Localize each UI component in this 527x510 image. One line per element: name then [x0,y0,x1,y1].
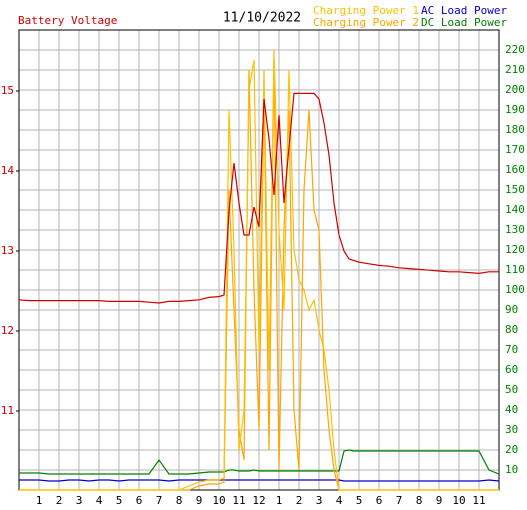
x-tick-label: 12 [252,494,265,507]
y2-tick-label: 160 [505,163,525,176]
y2-tick-label: 170 [505,143,525,156]
y2-tick-label: 110 [505,263,525,276]
y2-tick-label: 190 [505,103,525,116]
y2-tick-label: 90 [505,303,518,316]
y2-tick-label: 50 [505,383,518,396]
x-tick-label: 3 [316,494,323,507]
legend-label: AC Load Power [421,4,507,17]
x-tick-label: 4 [336,494,343,507]
x-tick-label: 2 [56,494,63,507]
x-tick-label: 8 [416,494,423,507]
x-tick-label: 5 [356,494,363,507]
x-tick-label: 10 [452,494,465,507]
x-tick-label: 3 [76,494,83,507]
series-line [19,479,500,482]
x-tick-label: 8 [176,494,183,507]
x-tick-label: 7 [396,494,403,507]
y2-tick-label: 70 [505,343,518,356]
legend-label: Charging Power 1 [313,4,419,17]
series-line [18,92,499,304]
y2-tick-label: 130 [505,223,525,236]
x-tick-label: 4 [96,494,103,507]
y2-tick-label: 80 [505,323,518,336]
y-tick-label: 11 [1,404,14,417]
x-tick-label: 6 [376,494,383,507]
x-tick-label: 1 [36,494,43,507]
series-line [19,449,500,475]
y-tick-label: 12 [1,324,14,337]
y2-tick-label: 60 [505,363,518,376]
y2-tick-label: 140 [505,203,525,216]
y-tick-label: 15 [1,84,14,97]
chart-title: 11/10/2022 [223,11,301,26]
plot-frame [18,29,500,491]
y2-tick-label: 30 [505,423,518,436]
y2-tick-label: 20 [505,443,518,456]
x-tick-label: 11 [232,494,245,507]
y2-tick-label: 180 [505,123,525,136]
y2-tick-label: 210 [505,63,525,76]
y2-tick-label: 200 [505,83,525,96]
y2-tick-label: 100 [505,283,525,296]
legend-label: Charging Power 2 [313,16,419,29]
y2-tick-label: 120 [505,243,525,256]
y-tick-label: 13 [1,244,14,257]
x-tick-label: 9 [436,494,443,507]
x-tick-label: 6 [136,494,143,507]
x-tick-label: 10 [212,494,225,507]
y2-tick-label: 150 [505,183,525,196]
y-tick-label: 14 [1,164,15,177]
x-tick-label: 9 [196,494,203,507]
legend-label: DC Load Power [421,16,507,29]
y2-tick-label: 220 [505,43,525,56]
x-tick-label: 11 [472,494,485,507]
series-line [19,49,499,491]
y2-tick-label: 40 [505,403,518,416]
legend-label: Battery Voltage [18,14,117,27]
x-tick-label: 5 [116,494,123,507]
x-tick-label: 1 [276,494,283,507]
x-tick-label: 7 [156,494,163,507]
x-tick-label: 2 [296,494,303,507]
y2-tick-label: 10 [505,463,518,476]
